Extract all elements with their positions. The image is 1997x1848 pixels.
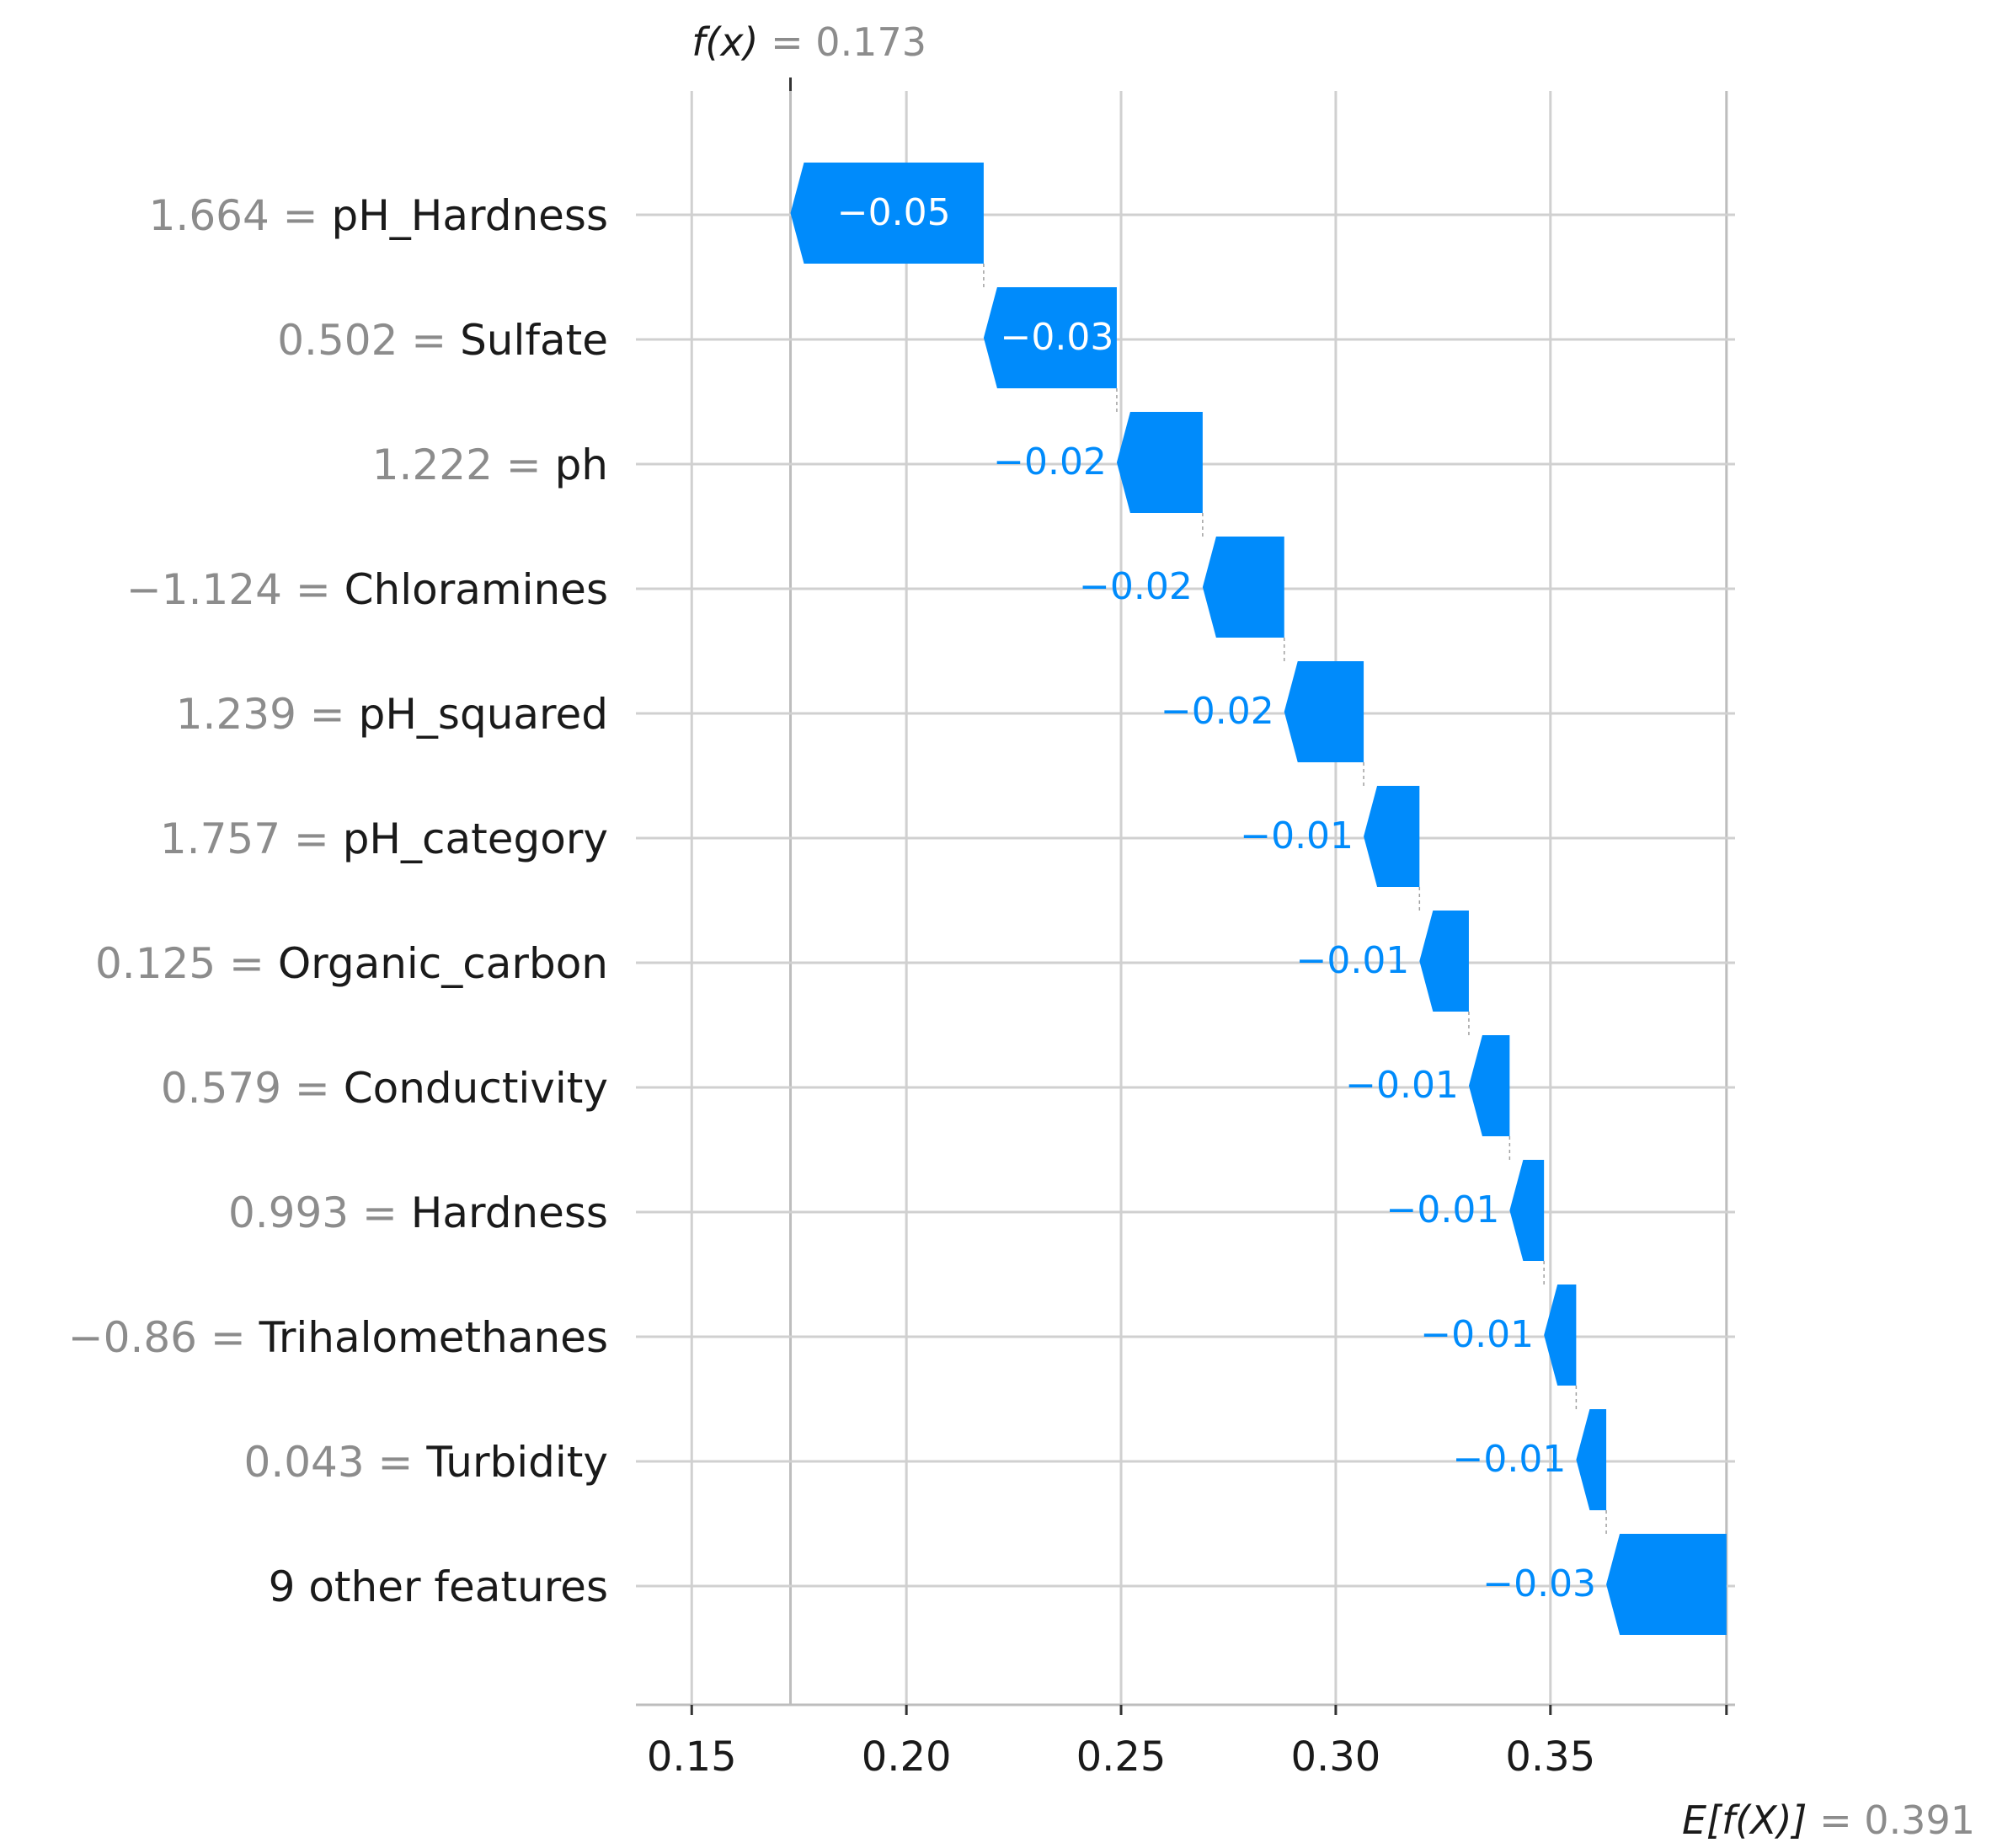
waterfall-bar — [1419, 911, 1469, 1012]
feature-name: Sulfate — [460, 316, 608, 365]
feature-label: 0.125 = Organic_carbon — [95, 939, 608, 988]
feature-label: 9 other features — [269, 1562, 608, 1611]
waterfall-bar — [790, 163, 984, 264]
waterfall-bar — [1509, 1160, 1545, 1261]
feature-name: Chloramines — [344, 565, 608, 614]
feature-labels: 1.664 = pH_Hardness 0.502 = Sulfate 1.222 … — [68, 191, 608, 1611]
x-tick-label: 0.25 — [1076, 1733, 1167, 1781]
feature-label: 1.664 = pH_Hardness — [149, 191, 608, 240]
feature-name: pH_squared — [359, 690, 608, 739]
feature-value: 0.125 = — [95, 939, 278, 988]
x-tick-label: 0.35 — [1505, 1733, 1595, 1781]
x-axis: 0.15 0.20 0.25 0.30 0.35 — [636, 1703, 1735, 1781]
feature-name: Trihalomethanes — [259, 1313, 608, 1362]
gridlines — [636, 77, 1735, 1705]
bar-value-label: −0.03 — [1482, 1562, 1596, 1605]
feature-label: 0.993 = Hardness — [228, 1188, 608, 1237]
feature-label: 0.043 = Turbidity — [244, 1438, 608, 1487]
fx-eq: = — [771, 19, 815, 65]
bar-value-label: −0.01 — [1345, 1064, 1459, 1107]
bar-value-label: −0.01 — [1453, 1438, 1567, 1481]
feature-value: 0.502 = — [277, 316, 460, 365]
feature-label: −0.86 = Trihalomethanes — [68, 1313, 608, 1362]
bar-value-label: −0.01 — [1420, 1313, 1534, 1356]
waterfall-bar — [1202, 537, 1284, 638]
feature-label: 0.579 = Conductivity — [161, 1064, 608, 1113]
bar-value-label: −0.03 — [1001, 316, 1114, 359]
base-annotation: E[f(X)] = 0.391 — [1682, 1797, 1975, 1843]
bar-value-label: −0.01 — [1295, 939, 1409, 982]
feature-value: 1.757 = — [160, 815, 343, 863]
base-eq: = — [1819, 1797, 1864, 1843]
feature-value: 1.239 = — [176, 690, 359, 739]
feature-value: 0.043 = — [244, 1438, 427, 1487]
feature-value: 1.222 = — [372, 441, 555, 489]
waterfall-bar — [1284, 661, 1364, 762]
feature-name: ph — [555, 441, 608, 489]
fx-label: f(x) — [691, 19, 758, 65]
waterfall-bar — [1116, 412, 1203, 513]
feature-label: 1.239 = pH_squared — [176, 690, 608, 739]
base-label: E[f(X)] — [1682, 1797, 1807, 1843]
feature-name: pH_category — [343, 815, 608, 863]
waterfall-bar — [1544, 1285, 1577, 1386]
feature-name: pH_Hardness — [331, 191, 608, 240]
waterfall-bar — [1606, 1534, 1727, 1635]
x-tick-label: 0.20 — [862, 1733, 952, 1781]
bar-value-label: −0.02 — [993, 441, 1107, 483]
waterfall-bar — [1468, 1035, 1510, 1136]
bars: −0.05 −0.03 −0.02 −0.02 −0.02 −0.01 −0.01 −0.01… — [790, 163, 1727, 1635]
feature-value: −1.124 = — [126, 565, 344, 614]
waterfall-bar — [983, 287, 1117, 388]
feature-value: 1.664 = — [149, 191, 332, 240]
feature-value: 0.579 = — [161, 1064, 344, 1113]
feature-name: 9 other features — [269, 1562, 608, 1611]
feature-value: 0.993 = — [228, 1188, 411, 1237]
feature-name: Hardness — [411, 1188, 608, 1237]
bar-value-label: −0.01 — [1240, 815, 1354, 857]
x-tick-label: 0.30 — [1290, 1733, 1380, 1781]
bar-value-label: −0.02 — [1079, 565, 1193, 608]
feature-label: 1.757 = pH_category — [160, 815, 608, 863]
feature-label: −1.124 = Chloramines — [126, 565, 608, 614]
feature-label: 1.222 = ph — [372, 441, 608, 489]
feature-label: 0.502 = Sulfate — [277, 316, 608, 365]
feature-name: Conductivity — [344, 1064, 608, 1113]
bar-value-label: −0.02 — [1161, 690, 1274, 733]
feature-value: −0.86 = — [68, 1313, 259, 1362]
fx-annotation: f(x) = 0.173 — [691, 19, 926, 65]
fx-value: 0.173 — [815, 19, 926, 65]
bar-value-label: −0.01 — [1386, 1188, 1500, 1231]
x-tick-label: 0.15 — [647, 1733, 737, 1781]
base-value: 0.391 — [1864, 1797, 1975, 1843]
waterfall-bar — [1364, 786, 1420, 887]
bar-value-label: −0.05 — [837, 191, 951, 234]
feature-name: Turbidity — [425, 1438, 608, 1487]
waterfall-bar — [1576, 1409, 1607, 1510]
feature-name: Organic_carbon — [278, 939, 608, 988]
